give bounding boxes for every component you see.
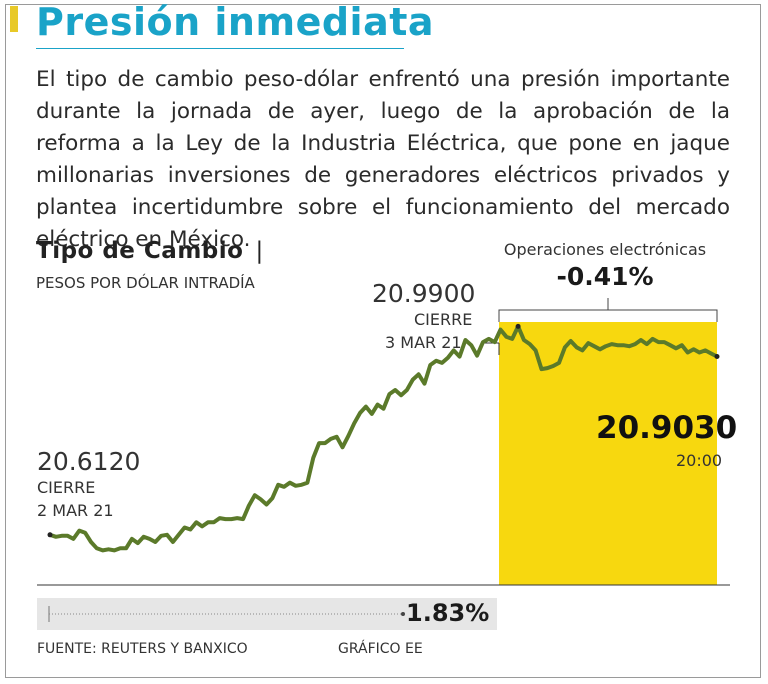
end-point-marker [714, 354, 720, 359]
total-change-bar [37, 598, 497, 630]
peak-value: 20.9900 [372, 279, 476, 308]
peak-point-marker [515, 323, 521, 329]
page-title: Presión inmediata [36, 0, 435, 44]
start-label: CIERRE [37, 478, 96, 497]
chart-title-separator: | [255, 238, 264, 264]
chart-title: Tipo de Cambio | [36, 238, 264, 264]
series-layer [47, 323, 720, 553]
infographic-frame [5, 4, 761, 678]
source-note: FUENTE: REUTERS Y BANXICO [37, 641, 248, 657]
end-value: 20.9030 [596, 410, 738, 446]
electronic-ops-highlight [499, 322, 717, 585]
electronic-ops-change: -0.41% [556, 262, 654, 291]
title-accent-bar [10, 6, 18, 32]
peak-date: 3 MAR 21 [385, 333, 462, 352]
end-time: 20:00 [676, 451, 723, 470]
chart-subtitle: PESOS POR DÓLAR INTRADÍA [36, 274, 255, 292]
electronic-ops-label: Operaciones electrónicas [503, 240, 707, 259]
total-change-bar-graphic [48, 606, 405, 622]
start-date: 2 MAR 21 [37, 501, 114, 520]
peak-label: CIERRE [414, 310, 473, 329]
title-underline [36, 48, 404, 49]
intro-paragraph: El tipo de cambio peso-dólar enfrentó un… [36, 67, 730, 252]
electronic-ops-bracket [498, 309, 718, 322]
series-line-tipo-de-cambio [48, 324, 719, 553]
total-change-value: 1.83% [406, 599, 490, 627]
total-change-end-dot [401, 612, 405, 616]
chart-title-text: Tipo de Cambio [36, 238, 244, 264]
graphic-credit: GRÁFICO EE [338, 641, 423, 657]
start-point-marker [47, 532, 53, 538]
start-value: 20.6120 [37, 447, 141, 476]
